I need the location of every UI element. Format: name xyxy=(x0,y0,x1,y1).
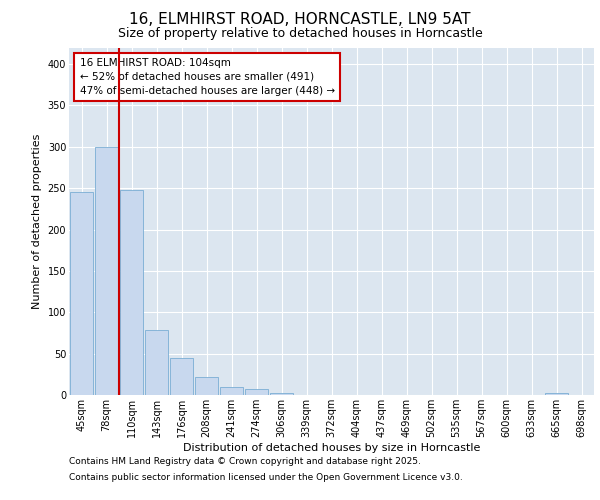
Bar xyxy=(95,147,118,395)
Text: 16, ELMHIRST ROAD, HORNCASTLE, LN9 5AT: 16, ELMHIRST ROAD, HORNCASTLE, LN9 5AT xyxy=(129,12,471,28)
Text: Size of property relative to detached houses in Horncastle: Size of property relative to detached ho… xyxy=(118,28,482,40)
Bar xyxy=(545,394,568,395)
Bar xyxy=(195,377,218,395)
Bar xyxy=(145,330,168,395)
X-axis label: Distribution of detached houses by size in Horncastle: Distribution of detached houses by size … xyxy=(183,442,480,452)
Bar xyxy=(120,190,143,395)
Text: Contains public sector information licensed under the Open Government Licence v3: Contains public sector information licen… xyxy=(69,472,463,482)
Text: Contains HM Land Registry data © Crown copyright and database right 2025.: Contains HM Land Registry data © Crown c… xyxy=(69,458,421,466)
Y-axis label: Number of detached properties: Number of detached properties xyxy=(32,134,42,309)
Text: 16 ELMHIRST ROAD: 104sqm
← 52% of detached houses are smaller (491)
47% of semi-: 16 ELMHIRST ROAD: 104sqm ← 52% of detach… xyxy=(79,58,335,96)
Bar xyxy=(245,389,268,395)
Bar xyxy=(220,386,243,395)
Bar xyxy=(170,358,193,395)
Bar xyxy=(270,394,293,395)
Bar xyxy=(70,192,93,395)
